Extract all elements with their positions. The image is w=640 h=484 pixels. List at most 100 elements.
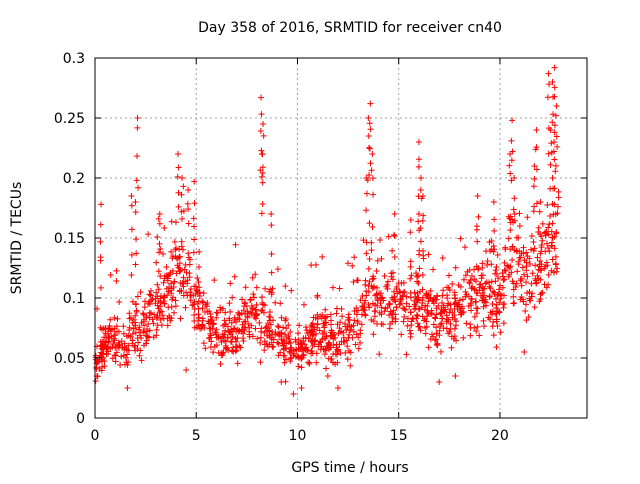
- data-point: [390, 307, 397, 314]
- data-point: [501, 276, 508, 283]
- data-point: [308, 262, 315, 269]
- data-point: [173, 270, 180, 277]
- data-point: [195, 264, 202, 271]
- data-point: [554, 203, 561, 210]
- data-point: [239, 296, 246, 303]
- data-point: [411, 289, 418, 296]
- data-point: [523, 259, 530, 266]
- data-point: [425, 298, 432, 305]
- data-point: [401, 313, 408, 320]
- data-point: [483, 302, 490, 309]
- data-point: [157, 273, 164, 280]
- data-point: [374, 284, 381, 291]
- data-point: [213, 309, 220, 316]
- data-point: [471, 313, 478, 320]
- data-point: [507, 263, 514, 270]
- data-point: [257, 334, 264, 341]
- data-point: [303, 327, 310, 334]
- data-point: [478, 275, 485, 282]
- data-point: [367, 160, 374, 167]
- data-point: [510, 300, 517, 307]
- data-point: [176, 246, 183, 253]
- data-point: [163, 272, 170, 279]
- data-point: [507, 170, 514, 177]
- data-point: [433, 296, 440, 303]
- data-point: [382, 305, 389, 312]
- data-point: [97, 221, 104, 228]
- data-point: [480, 317, 487, 324]
- data-point: [537, 276, 544, 283]
- data-point: [471, 276, 478, 283]
- data-point: [490, 199, 497, 205]
- data-point: [487, 285, 494, 292]
- data-point: [181, 266, 188, 273]
- data-point: [166, 314, 173, 321]
- data-point: [472, 298, 479, 305]
- data-point: [516, 222, 523, 229]
- data-point: [420, 193, 426, 199]
- data-point: [321, 315, 328, 322]
- data-point: [250, 291, 257, 298]
- data-point: [174, 173, 181, 180]
- data-point: [482, 280, 489, 287]
- data-point: [394, 290, 401, 297]
- data-point: [282, 356, 289, 363]
- data-point: [494, 323, 501, 330]
- data-point: [97, 338, 104, 345]
- data-point: [393, 304, 400, 311]
- data-point: [257, 359, 264, 366]
- data-point: [222, 327, 229, 334]
- data-point: [432, 315, 439, 322]
- data-point: [530, 238, 537, 245]
- data-point: [339, 313, 346, 320]
- data-point: [298, 385, 305, 391]
- data-point: [133, 177, 140, 184]
- data-point: [140, 328, 147, 335]
- data-point: [407, 309, 414, 316]
- data-point: [477, 292, 484, 299]
- data-point: [161, 294, 168, 301]
- data-point: [549, 256, 556, 263]
- data-point: [109, 344, 116, 351]
- data-point: [153, 259, 160, 266]
- data-point: [431, 314, 438, 321]
- data-point: [153, 332, 160, 339]
- data-point: [533, 127, 540, 133]
- data-point: [302, 345, 309, 352]
- data-point: [178, 238, 185, 245]
- data-point: [549, 119, 556, 126]
- data-point: [126, 326, 133, 333]
- data-point: [484, 258, 491, 265]
- data-point: [365, 115, 372, 121]
- data-point: [379, 294, 386, 301]
- data-point: [113, 278, 120, 285]
- data-point: [308, 348, 315, 355]
- data-point: [389, 276, 396, 283]
- data-point: [449, 309, 456, 316]
- data-point: [140, 318, 147, 325]
- data-point: [360, 306, 367, 313]
- data-point: [274, 339, 281, 346]
- data-point: [531, 304, 538, 311]
- data-point: [453, 318, 460, 325]
- data-point: [185, 254, 192, 261]
- data-point: [524, 273, 531, 280]
- data-point: [183, 367, 190, 373]
- data-point: [522, 307, 529, 314]
- data-point: [369, 175, 376, 182]
- data-point: [506, 271, 513, 278]
- data-point: [374, 296, 381, 303]
- data-point: [451, 333, 458, 340]
- data-point: [321, 335, 328, 342]
- data-point: [155, 268, 162, 275]
- data-point: [111, 314, 118, 321]
- data-point: [507, 213, 514, 220]
- data-point: [353, 311, 360, 318]
- data-point: [109, 326, 116, 333]
- data-point: [366, 120, 373, 127]
- data-point: [295, 336, 302, 343]
- data-point: [290, 350, 297, 357]
- data-point: [430, 321, 437, 328]
- data-point: [185, 206, 192, 213]
- data-point: [178, 191, 185, 198]
